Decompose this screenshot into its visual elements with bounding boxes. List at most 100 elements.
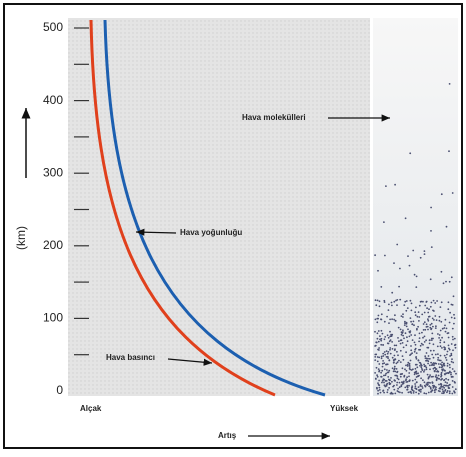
molecule-dot	[439, 354, 442, 357]
molecule-dot	[415, 356, 417, 358]
molecule-dot	[415, 388, 418, 390]
molecule-dot	[429, 349, 432, 352]
molecule-dot	[451, 386, 454, 388]
molecule-dot	[382, 344, 384, 346]
molecule-dot	[452, 338, 454, 341]
molecule-dot	[437, 374, 440, 377]
molecule-panel	[373, 18, 458, 396]
molecule-dot	[448, 280, 451, 283]
molecule-dot	[405, 300, 408, 302]
molecule-dot	[391, 380, 393, 383]
molecule-dot	[376, 360, 379, 363]
molecule-dot	[409, 354, 411, 356]
molecule-dot	[427, 360, 430, 363]
molecule-dot	[438, 383, 440, 386]
molecule-dot	[429, 368, 431, 371]
molecule-dot	[394, 358, 397, 361]
molecule-dot	[437, 363, 440, 365]
molecule-dot	[380, 339, 383, 342]
molecule-dot	[430, 361, 432, 364]
molecule-dot	[412, 392, 415, 394]
molecule-dot	[420, 388, 422, 391]
molecule-dot	[387, 376, 390, 378]
molecule-dot	[407, 255, 409, 257]
molecule-dot	[376, 321, 379, 324]
molecule-dot	[440, 371, 443, 374]
molecule-dot	[375, 341, 378, 344]
molecule-dot	[413, 373, 416, 376]
molecule-dot	[399, 373, 402, 376]
molecule-dot	[438, 315, 441, 318]
molecule-dot	[410, 302, 413, 305]
molecule-dot	[375, 366, 378, 369]
molecule-dot	[427, 355, 430, 357]
molecule-dot	[430, 322, 433, 325]
molecule-dot	[417, 359, 420, 362]
density-curve	[103, 19, 326, 397]
molecule-dot	[428, 342, 431, 345]
molecule-dot	[394, 348, 396, 350]
molecule-dot	[385, 356, 388, 358]
molecule-dot	[444, 318, 447, 321]
molecule-dot	[448, 83, 451, 85]
molecule-dot	[443, 348, 446, 351]
molecule-dot	[382, 389, 385, 392]
molecule-dot	[393, 262, 395, 264]
molecule-dot	[390, 377, 392, 379]
molecule-dot	[395, 374, 398, 377]
molecule-dot	[434, 327, 437, 329]
molecule-dot	[409, 331, 411, 334]
molecule-dot	[417, 325, 419, 328]
molecule-dot	[424, 304, 427, 307]
molecule-dot	[438, 319, 441, 322]
molecule-dot	[384, 254, 386, 257]
molecule-dot	[455, 372, 457, 375]
molecule-dot	[415, 370, 418, 373]
molecule-dot	[414, 343, 417, 346]
molecule-dot	[405, 351, 407, 354]
molecule-dot	[427, 376, 430, 379]
molecule-dot	[404, 322, 406, 325]
molecule-dot	[378, 370, 380, 373]
molecule-dot	[407, 361, 410, 364]
molecule-dot	[385, 385, 388, 387]
molecule-dot	[450, 354, 453, 357]
molecule-dot	[425, 368, 428, 371]
molecule-dot	[393, 300, 396, 303]
molecule-dot	[375, 353, 378, 356]
molecule-dot	[406, 376, 408, 379]
molecule-dot	[417, 375, 420, 378]
molecule-dot	[410, 345, 412, 347]
molecule-dot	[402, 316, 404, 318]
molecule-dot	[422, 323, 425, 325]
molecule-dot	[427, 357, 429, 360]
molecule-dot	[432, 309, 434, 312]
molecule-dot	[440, 320, 443, 323]
molecule-dot	[441, 336, 443, 339]
molecule-dot	[430, 328, 432, 331]
molecule-dot	[442, 385, 444, 388]
molecule-dot	[414, 367, 417, 370]
molecule-dot	[415, 352, 418, 354]
molecule-dot	[449, 383, 451, 386]
molecule-dot	[432, 325, 434, 328]
molecule-dot	[423, 335, 426, 338]
molecule-dot	[387, 371, 390, 374]
molecule-dot	[432, 337, 434, 340]
molecule-dot	[399, 328, 402, 331]
molecule-dot	[448, 348, 451, 351]
molecule-dot	[397, 337, 399, 339]
molecule-dot	[391, 304, 393, 307]
molecule-dot	[421, 385, 423, 388]
molecule-dot	[398, 381, 401, 384]
molecule-dot	[378, 349, 380, 351]
molecule-dot	[448, 347, 450, 350]
molecule-dot	[447, 332, 450, 334]
molecule-dot	[430, 301, 433, 304]
molecule-dot	[376, 375, 379, 378]
molecule-dot	[439, 329, 442, 332]
molecule-dot	[443, 387, 446, 389]
molecule-dot	[441, 392, 443, 395]
molecule-dot	[389, 348, 391, 351]
